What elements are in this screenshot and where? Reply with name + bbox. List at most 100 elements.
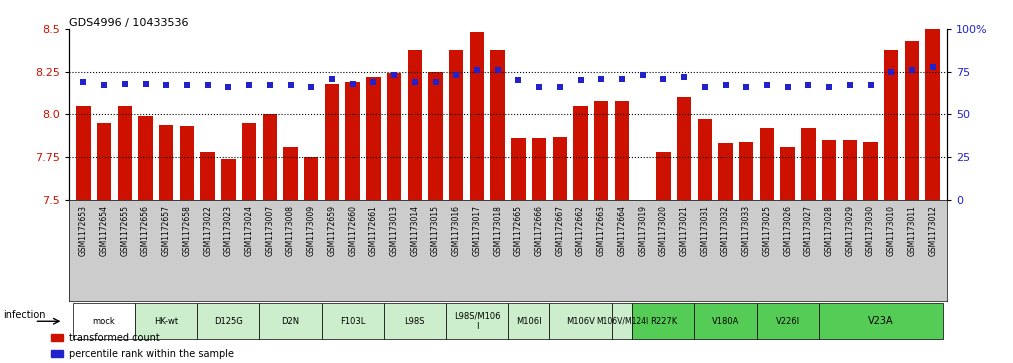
Bar [738,142,754,200]
Point [200,82,216,88]
Bar [843,140,857,200]
Text: GSM1172665: GSM1172665 [514,205,523,256]
Text: GSM1173007: GSM1173007 [265,205,275,256]
Bar [284,147,298,200]
Bar [512,138,526,200]
Text: D125G: D125G [214,317,243,326]
FancyBboxPatch shape [612,303,632,339]
Bar [822,140,837,200]
Bar [718,143,732,200]
Bar [51,350,63,357]
Text: L98S/M106
I: L98S/M106 I [454,311,500,331]
Text: GSM1173016: GSM1173016 [452,205,461,256]
Text: GSM1173033: GSM1173033 [742,205,751,256]
FancyBboxPatch shape [819,303,943,339]
FancyBboxPatch shape [135,303,198,339]
Bar [863,142,877,200]
FancyBboxPatch shape [509,303,549,339]
Bar [490,49,504,200]
Text: GSM1172657: GSM1172657 [162,205,171,256]
Point [386,72,402,78]
Text: GSM1173018: GSM1173018 [493,205,502,256]
Point [925,64,941,69]
Bar [594,101,609,200]
Point [96,82,112,88]
Point [324,76,340,81]
Point [800,82,816,88]
Point [283,82,299,88]
Text: GSM1173017: GSM1173017 [472,205,481,256]
Text: GSM1172653: GSM1172653 [79,205,88,256]
Text: transformed count: transformed count [69,333,160,343]
FancyBboxPatch shape [695,303,757,339]
Bar [615,101,629,200]
Bar [201,152,215,200]
Text: V23A: V23A [868,316,893,326]
Text: GSM1173023: GSM1173023 [224,205,233,256]
FancyBboxPatch shape [446,303,509,339]
Bar [780,147,795,200]
Text: GSM1172667: GSM1172667 [555,205,564,256]
Text: M106I: M106I [516,317,542,326]
Point [614,76,630,81]
Text: GSM1173028: GSM1173028 [825,205,834,256]
Point [220,84,236,90]
Point [448,72,464,78]
Bar [407,49,422,200]
Bar [552,136,567,200]
Text: GSM1173009: GSM1173009 [307,205,316,256]
Point [366,79,382,85]
Text: GSM1173010: GSM1173010 [886,205,895,256]
Text: R227K: R227K [649,317,677,326]
Text: GSM1173024: GSM1173024 [244,205,253,256]
Text: GSM1173014: GSM1173014 [410,205,419,256]
Text: GSM1173026: GSM1173026 [783,205,792,256]
Text: HK-wt: HK-wt [154,317,178,326]
Text: GSM1172666: GSM1172666 [535,205,544,256]
Point [634,72,650,78]
Bar [325,83,339,200]
Text: GSM1173022: GSM1173022 [204,205,212,256]
Text: V226I: V226I [776,317,799,326]
Point [780,84,796,90]
Bar [51,334,63,341]
Text: infection: infection [3,310,46,320]
Point [655,76,672,81]
Bar [366,77,381,200]
Bar [801,128,815,200]
Bar [179,126,194,200]
FancyBboxPatch shape [198,303,259,339]
Bar [449,49,464,200]
Bar [262,114,278,200]
Text: GSM1172659: GSM1172659 [327,205,336,256]
FancyBboxPatch shape [384,303,446,339]
Bar [97,123,111,200]
Text: GSM1173030: GSM1173030 [866,205,875,256]
Text: GSM1173021: GSM1173021 [680,205,689,256]
Bar [656,152,671,200]
Bar [884,49,899,200]
Point [511,77,527,83]
Text: M106V/M124I: M106V/M124I [596,317,648,326]
Bar [760,128,774,200]
Text: GSM1172658: GSM1172658 [182,205,191,256]
Point [241,82,257,88]
FancyBboxPatch shape [632,303,695,339]
Text: M106V: M106V [566,317,595,326]
Bar [159,125,173,200]
Text: GSM1173027: GSM1173027 [804,205,812,256]
Text: GSM1173029: GSM1173029 [845,205,854,256]
Point [531,84,547,90]
FancyBboxPatch shape [73,303,135,339]
Text: D2N: D2N [282,317,300,326]
Bar [387,73,401,200]
Text: GSM1172661: GSM1172661 [369,205,378,256]
Bar [698,119,712,200]
Text: GSM1173032: GSM1173032 [721,205,730,256]
Text: GSM1172654: GSM1172654 [99,205,108,256]
Bar [905,41,919,200]
Point [717,82,733,88]
Point [594,76,610,81]
FancyBboxPatch shape [757,303,819,339]
Bar [470,32,484,200]
